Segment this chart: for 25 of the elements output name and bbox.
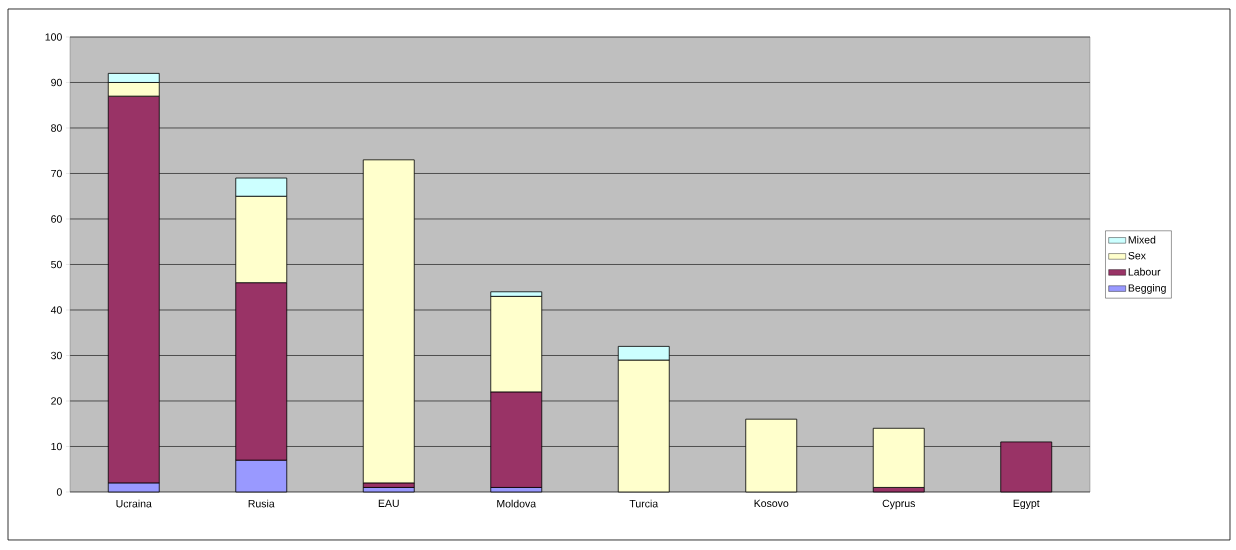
y-tick-label: 60 xyxy=(51,215,62,223)
bar xyxy=(362,487,415,493)
x-tick-label: Moldova xyxy=(497,499,537,508)
x-tick-label: Cyprus xyxy=(882,499,915,510)
x-tick-label: Turcia xyxy=(629,499,659,508)
y-tick-label: 20 xyxy=(51,397,62,405)
x-tick-label: EAU xyxy=(378,499,399,508)
bar xyxy=(362,159,415,484)
legend-label: Sex xyxy=(1128,251,1146,260)
legend-label: Mixed xyxy=(1128,235,1156,244)
y-tick-label: 100 xyxy=(45,33,62,41)
y-tick-label: 10 xyxy=(51,442,62,451)
y-tick-label: 50 xyxy=(51,260,62,269)
y-tick-label: 70 xyxy=(51,169,62,178)
y-tick-label: 90 xyxy=(51,78,62,87)
y-tick-label: 30 xyxy=(51,351,62,360)
x-tick-label: Ucraina xyxy=(116,499,152,508)
x-tick-label: Egypt xyxy=(1013,499,1040,510)
legend-label: Labour xyxy=(1128,267,1161,276)
y-tick-label: 0 xyxy=(56,488,62,496)
x-tick-label: Kosovo xyxy=(754,499,789,508)
y-tick-label: 40 xyxy=(50,306,62,314)
x-tick-label: Rusia xyxy=(248,499,275,508)
y-tick-label: 80 xyxy=(51,124,62,132)
legend-label: Begging xyxy=(1128,284,1166,294)
